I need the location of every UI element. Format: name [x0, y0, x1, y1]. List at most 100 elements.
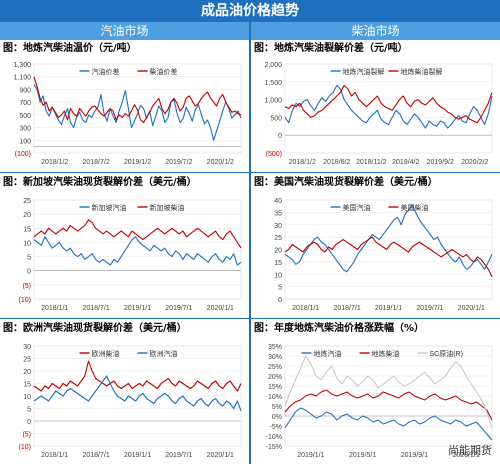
legend-label: 新加坡柴油 — [150, 203, 185, 212]
x-tick-label: 2019/7/2 — [165, 159, 192, 166]
chart-p5: 30 25 20 15 10 5 0 (5) (10) 2018/1/1 2018/7/1 2019/… — [19, 344, 242, 459]
legend-label: 地炼汽油 — [314, 349, 342, 358]
y-tick-label: 1,500 — [264, 80, 282, 87]
x-tick-label: 2018/1/2 — [289, 159, 316, 166]
y-tick-label: 25 — [274, 235, 282, 242]
y-tick-label: (5) — [22, 283, 31, 290]
x-tick-label: 2019/1/2 — [124, 159, 151, 166]
y-tick-label: 500 — [19, 113, 31, 120]
chart-title: 图：地炼汽柴油裂解价差（元/吨） — [254, 43, 408, 54]
y-tick-label: 35% — [268, 344, 282, 351]
plot-area — [33, 63, 242, 154]
y-tick-label: 0% — [272, 414, 282, 421]
x-tick-label: 2019/9/2 — [427, 159, 454, 166]
x-tick-label: 2018/7/1 — [333, 305, 360, 312]
chart-p6: 35% 30% 25% 20% 15% 10% 5% 0% -5% -10% -15% 2019/1/… — [266, 344, 493, 459]
y-tick-label: 1,300 — [13, 62, 31, 69]
y-tick-label: (500) — [266, 151, 282, 158]
x-tick-label: 2019/1/1 — [375, 305, 402, 312]
series-line — [284, 204, 493, 273]
legend-label: 美国柴油 — [401, 203, 429, 212]
x-tick-label: 2020/1/1 — [458, 305, 485, 312]
y-tick-label: 20% — [268, 374, 282, 381]
x-tick-label: 2018/7/2 — [82, 159, 109, 166]
y-tick-label: 15 — [23, 226, 31, 233]
x-tick-label: 2019/1/1 — [124, 305, 151, 312]
gasoline-column-header: 汽油市场 — [0, 22, 249, 40]
x-tick-label: 2018/1/1 — [41, 305, 68, 312]
x-tick-label: 2018/1/1 — [41, 452, 68, 459]
y-tick-label: 30% — [268, 354, 282, 361]
series-line — [284, 84, 493, 124]
y-tick-label: 0 — [27, 269, 31, 276]
x-tick-label: 2019/7/1 — [165, 452, 192, 459]
chart-title: 图：欧洲汽柴油现货裂解价差（美元/桶） — [3, 323, 187, 334]
x-tick-label: 2020/2/2 — [461, 159, 488, 166]
y-tick-label: 0 — [278, 297, 282, 304]
y-tick-label: 5 — [27, 255, 31, 262]
chart-title: 图：年度地炼汽柴油价格涨跌幅（%） — [254, 323, 425, 334]
x-tick-label: 2018/1/1 — [292, 305, 319, 312]
x-tick-label: 2020/1/1 — [207, 452, 234, 459]
y-tick-label: 10 — [274, 272, 282, 279]
y-tick-label: 15 — [23, 382, 31, 389]
y-tick-label: 700 — [19, 100, 31, 107]
y-tick-label: 20 — [274, 248, 282, 255]
column-divider — [249, 22, 251, 464]
y-tick-label: 40 — [274, 198, 282, 205]
page-title: 成品油价格趋势 — [0, 0, 500, 22]
x-tick-label: 2019/5/1 — [349, 452, 376, 459]
y-tick-label: 5% — [272, 404, 282, 411]
y-tick-label: 0 — [278, 133, 282, 140]
y-tick-label: 30 — [23, 344, 31, 351]
x-tick-label: 2019/1/1 — [297, 452, 324, 459]
series-line — [284, 236, 493, 277]
legend-label: 地炼汽油裂解 — [343, 67, 385, 76]
series-line — [33, 236, 242, 266]
x-tick-label: 2020/1/1 — [207, 305, 234, 312]
x-tick-label: 2018/6/2 — [323, 159, 350, 166]
series-line — [33, 219, 242, 249]
series-line — [33, 76, 242, 124]
series-line — [33, 375, 242, 412]
y-tick-label: 300 — [19, 126, 31, 133]
chart-title: 图：美国汽柴油现货裂解价差（美元/桶） — [254, 177, 438, 188]
legend-label: 新加坡汽油 — [92, 203, 127, 212]
chart-p4: 40 35 30 25 20 15 10 5 0 2018/1/1 2018/7/1 2019/1/1… — [274, 198, 493, 312]
y-tick-label: (10) — [19, 297, 31, 304]
y-tick-label: 25% — [268, 364, 282, 371]
y-tick-label: 20 — [23, 369, 31, 376]
y-tick-label: 20 — [23, 212, 31, 219]
legend-label: 柴油价差 — [150, 67, 178, 76]
x-tick-label: 2019/7/1 — [416, 305, 443, 312]
chart-title: 图：新加坡汽柴油现货裂解价差（美元/桶） — [3, 177, 197, 188]
diesel-column-header: 柴油市场 — [251, 22, 500, 40]
y-tick-label: 25 — [23, 198, 31, 205]
x-tick-label: 2019/9/1 — [401, 452, 428, 459]
x-tick-label: 2018/11/2 — [356, 159, 387, 166]
legend-label: 欧洲汽油 — [150, 349, 178, 358]
watermark-text: 尚能期货 — [448, 444, 492, 457]
y-tick-label: 2,000 — [264, 62, 282, 69]
y-tick-label: (100) — [15, 151, 31, 158]
series-line — [284, 84, 493, 129]
row-divider — [0, 318, 500, 319]
chart-p1: 1,300 1,100 900 700 500 300 100 (100) 2018/1/2 20… — [13, 62, 242, 166]
x-tick-label: 2018/7/1 — [82, 305, 109, 312]
x-tick-label: 2018/1/2 — [41, 159, 68, 166]
x-tick-label: 2020/1/2 — [207, 159, 234, 166]
y-tick-label: 25 — [23, 357, 31, 364]
y-tick-label: 10 — [23, 394, 31, 401]
y-tick-label: 15 — [274, 260, 282, 267]
series-line — [33, 360, 242, 392]
legend-label: 汽油价差 — [92, 67, 120, 76]
chart-title: 图：地炼汽柴油温价（元/吨） — [3, 43, 137, 54]
y-tick-label: 30 — [274, 223, 282, 230]
x-tick-label: 2019/4/2 — [392, 159, 419, 166]
y-tick-label: -15% — [266, 444, 282, 451]
y-tick-label: 1,100 — [13, 75, 31, 82]
y-tick-label: 100 — [19, 138, 31, 145]
y-tick-label: -5% — [270, 424, 282, 431]
y-tick-label: 10 — [23, 240, 31, 247]
y-tick-label: -10% — [266, 434, 282, 441]
